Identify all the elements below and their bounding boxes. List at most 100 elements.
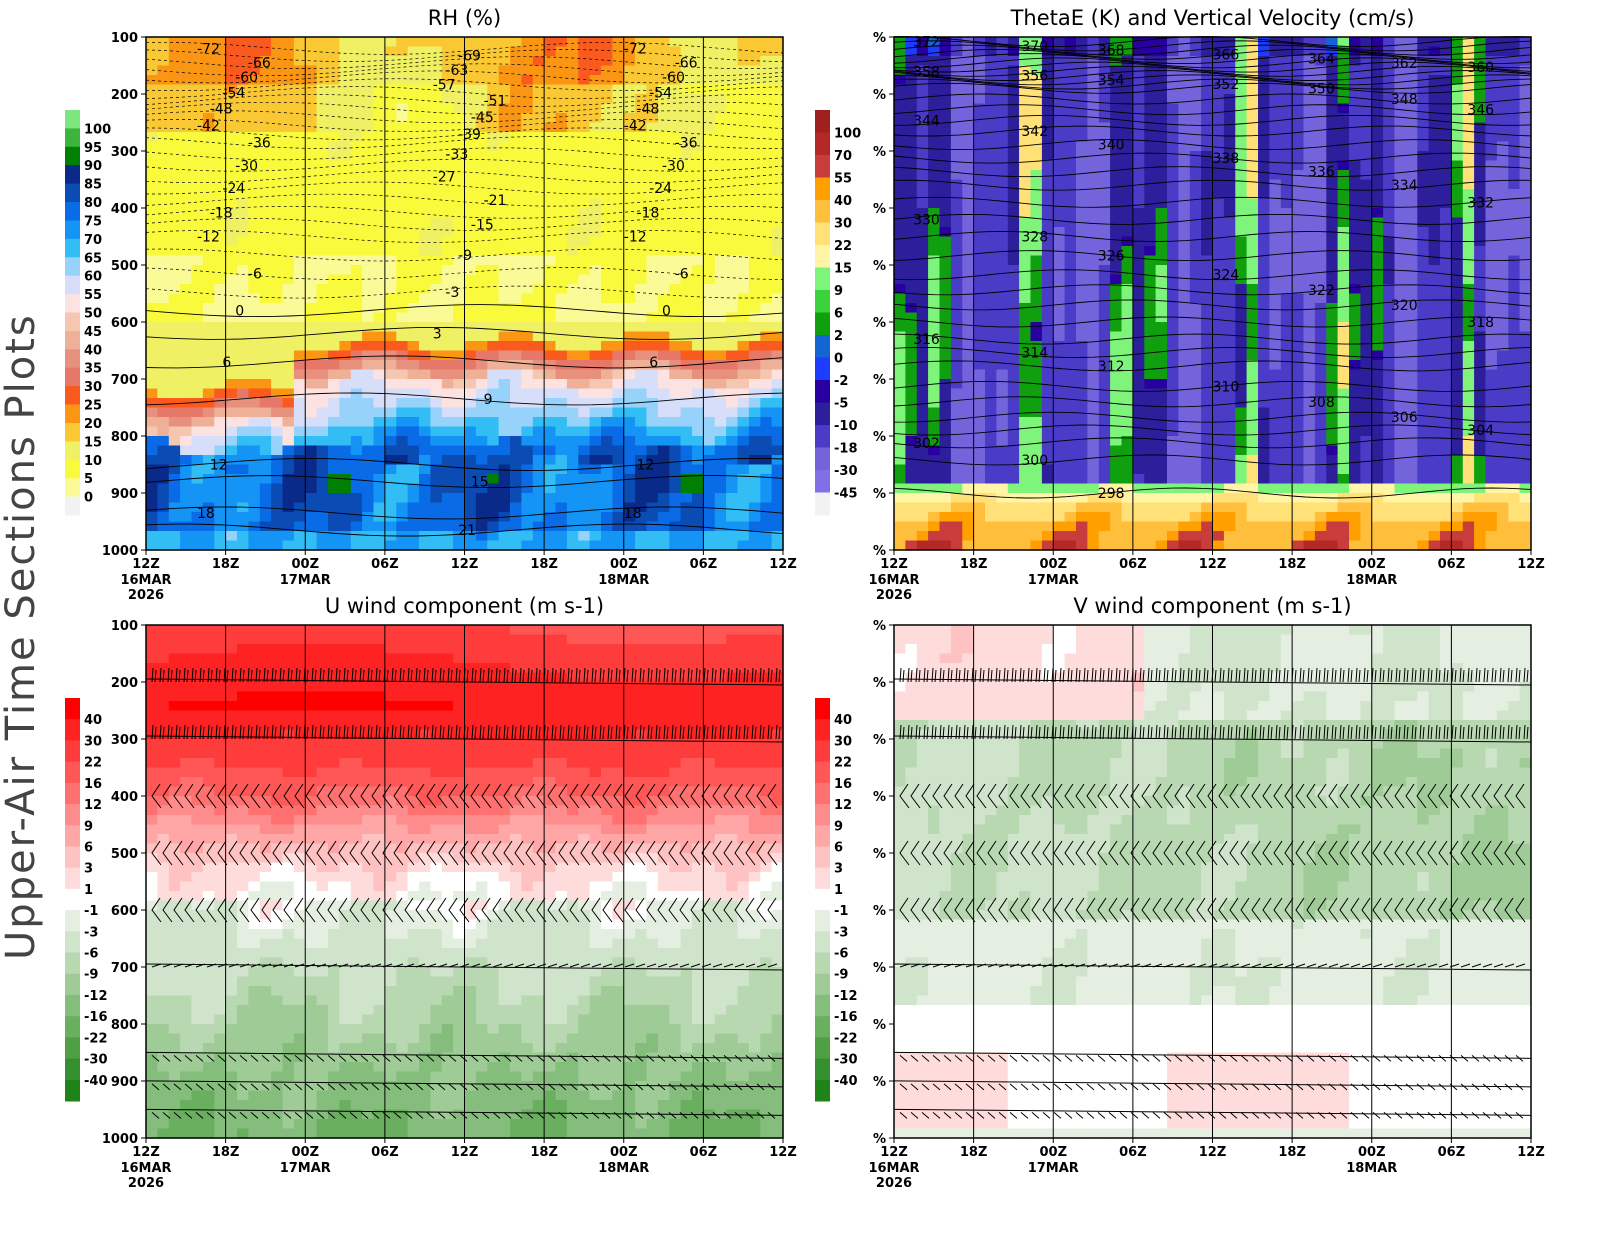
field-cell <box>996 474 1008 484</box>
contour-label: 0 <box>235 304 244 320</box>
field-cell <box>647 303 659 313</box>
field-cell <box>1258 227 1270 237</box>
field-cell <box>203 370 215 380</box>
field-cell <box>1178 531 1190 541</box>
field-cell <box>510 218 522 228</box>
field-cell <box>1076 275 1088 285</box>
field-cell <box>180 256 192 266</box>
field-cell <box>612 322 624 332</box>
field-cell <box>203 66 215 76</box>
field-cell <box>521 151 533 161</box>
field-cell <box>612 417 624 427</box>
field-cell <box>1053 85 1065 95</box>
field-cell <box>283 313 295 323</box>
field-cell <box>556 389 568 399</box>
field-cell <box>658 427 670 437</box>
field-cell <box>317 113 329 123</box>
field-cell <box>260 37 272 47</box>
field-cell <box>567 341 579 351</box>
field-cell <box>146 408 158 418</box>
field-cell <box>544 284 556 294</box>
field-cell <box>962 503 974 513</box>
field-cell <box>169 408 181 418</box>
field-cell <box>1122 389 1134 399</box>
field-cell <box>578 351 590 361</box>
field-cell <box>635 256 647 266</box>
field-cell <box>430 313 442 323</box>
field-cell <box>635 332 647 342</box>
field-cell <box>408 446 420 456</box>
field-cell <box>962 322 974 332</box>
field-cell <box>203 294 215 304</box>
field-cell <box>715 284 727 294</box>
field-cell <box>1008 265 1020 275</box>
field-cell <box>499 75 511 85</box>
field-cell <box>260 322 272 332</box>
field-cell <box>1133 493 1145 503</box>
field-cell <box>974 303 986 313</box>
field-cell <box>317 151 329 161</box>
field-cell <box>905 313 917 323</box>
field-cell <box>985 455 997 465</box>
field-cell <box>772 484 784 494</box>
field-cell <box>1190 465 1202 475</box>
field-cell <box>487 132 499 142</box>
colorbar-label: 65 <box>84 251 102 266</box>
field-cell <box>962 132 974 142</box>
contour-label: 18 <box>624 506 642 522</box>
field-cell <box>1156 474 1168 484</box>
field-cell <box>465 94 477 104</box>
field-cell <box>1156 94 1168 104</box>
field-cell <box>453 493 465 503</box>
field-cell <box>760 465 772 475</box>
field-cell <box>905 389 917 399</box>
field-cell <box>362 85 374 95</box>
field-cell <box>962 313 974 323</box>
field-cell <box>1076 332 1088 342</box>
field-cell <box>419 218 431 228</box>
field-cell <box>1190 303 1202 313</box>
field-cell <box>1031 180 1043 190</box>
field-cell <box>521 85 533 95</box>
field-cell <box>1156 465 1168 475</box>
field-cell <box>362 113 374 123</box>
field-cell <box>203 275 215 285</box>
field-cell <box>1053 455 1065 465</box>
field-cell <box>328 199 340 209</box>
field-cell <box>760 208 772 218</box>
field-cell <box>430 208 442 218</box>
field-cell <box>1235 370 1247 380</box>
field-cell <box>453 313 465 323</box>
field-cell <box>419 303 431 313</box>
field-cell <box>1133 465 1145 475</box>
field-cell <box>1156 104 1168 114</box>
field-cell <box>905 474 917 484</box>
field-cell <box>374 161 386 171</box>
field-cell <box>1008 379 1020 389</box>
field-cell <box>544 389 556 399</box>
field-cell <box>658 493 670 503</box>
field-cell <box>635 360 647 370</box>
field-cell <box>533 142 545 152</box>
field-cell <box>1167 465 1179 475</box>
field-cell <box>396 341 408 351</box>
field-cell <box>974 113 986 123</box>
field-cell <box>951 332 963 342</box>
field-cell <box>1144 256 1156 266</box>
field-cell <box>544 370 556 380</box>
field-cell <box>974 199 986 209</box>
field-cell <box>248 341 260 351</box>
field-cell <box>749 275 761 285</box>
field-cell <box>271 189 283 199</box>
field-cell <box>1224 512 1236 522</box>
field-cell <box>556 256 568 266</box>
field-cell <box>453 218 465 228</box>
field-cell <box>465 275 477 285</box>
field-cell <box>453 398 465 408</box>
field-cell <box>544 180 556 190</box>
field-cell <box>1008 474 1020 484</box>
field-cell <box>749 332 761 342</box>
field-cell <box>465 322 477 332</box>
field-cell <box>928 474 940 484</box>
field-cell <box>180 142 192 152</box>
